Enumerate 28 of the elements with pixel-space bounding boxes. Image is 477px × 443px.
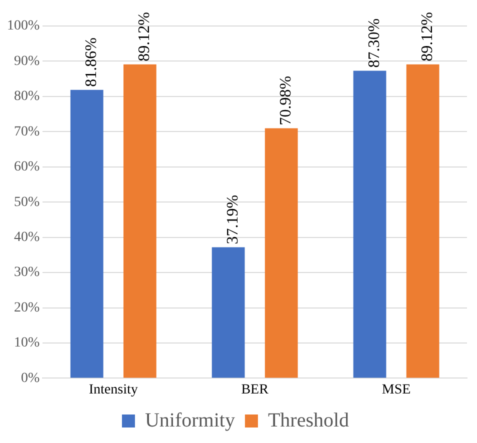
legend-label: Threshold — [268, 409, 350, 432]
y-tick-label: 10% — [14, 336, 40, 351]
y-tick-label: 90% — [14, 54, 40, 69]
y-tick-label: 100% — [6, 18, 40, 34]
bar — [406, 64, 440, 378]
data-label: 37.19% — [224, 194, 242, 244]
y-tick-label: 70% — [14, 124, 40, 140]
legend-label: Uniformity — [144, 409, 235, 432]
data-label: 89.12% — [419, 12, 436, 62]
bar — [70, 90, 104, 378]
x-tick-label: Intensity — [88, 382, 138, 398]
y-tick-label: 20% — [14, 300, 40, 316]
y-tick-label: 0% — [20, 370, 40, 386]
y-tick-label: 80% — [14, 89, 40, 104]
y-tick-label: 40% — [14, 230, 40, 245]
bar — [123, 64, 156, 378]
x-tick-label: MSE — [382, 382, 411, 398]
y-tick-label: 30% — [14, 265, 40, 280]
data-label: 81.86% — [83, 38, 100, 87]
bar — [264, 128, 298, 378]
data-label: 89.12% — [136, 12, 154, 62]
bar — [212, 247, 245, 378]
y-tick-label: 50% — [14, 194, 40, 210]
y-tick-label: 60% — [14, 160, 40, 175]
bar — [353, 70, 386, 378]
data-label: 70.98% — [278, 76, 295, 126]
data-label: 87.30% — [366, 18, 383, 68]
x-tick-label: BER — [241, 382, 270, 398]
